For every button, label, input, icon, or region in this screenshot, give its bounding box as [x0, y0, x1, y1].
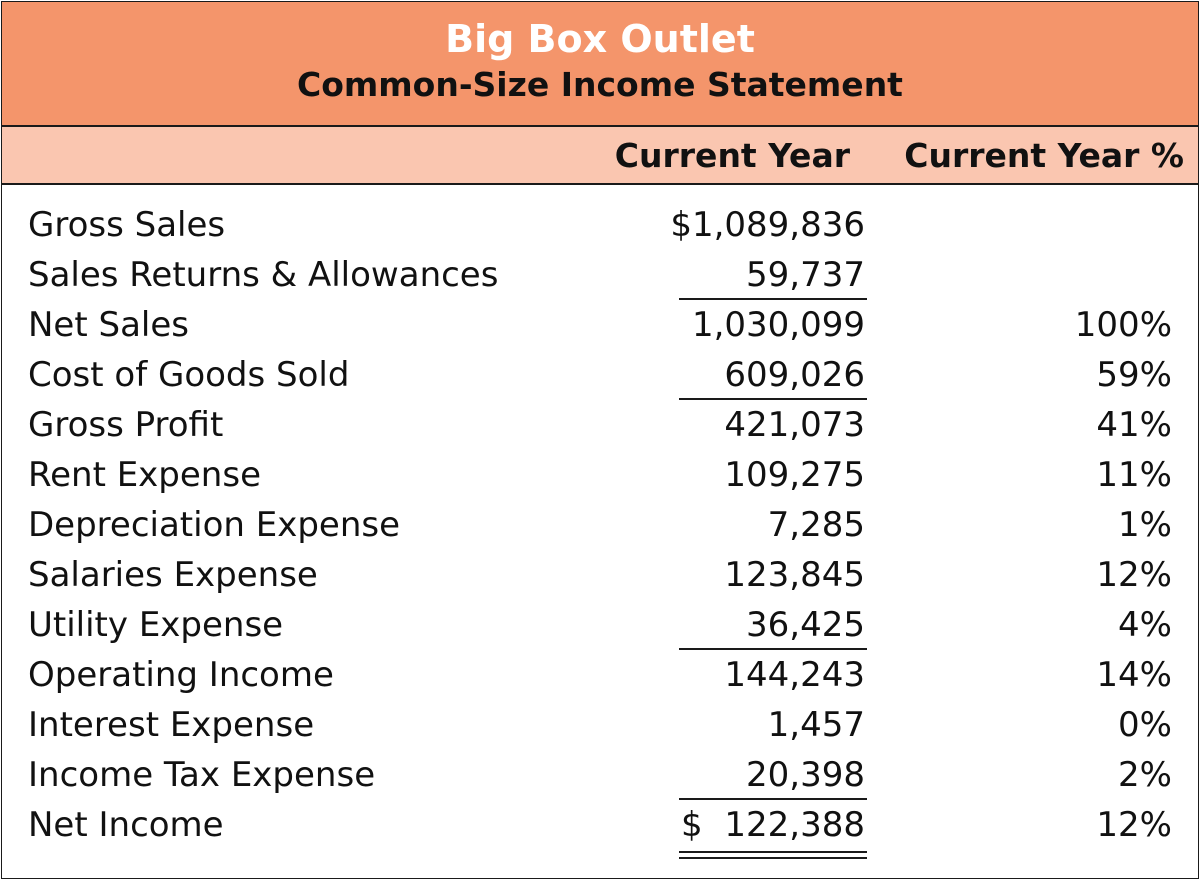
row-percent: 12% — [1096, 555, 1172, 595]
table-row-gross-sales: Gross Sales $1,089,836 — [2, 200, 1198, 250]
row-percent: 2% — [1118, 755, 1172, 795]
row-percent: 1% — [1118, 505, 1172, 545]
amount-cell: 59,737 — [679, 250, 867, 300]
row-amount: 109,275 — [724, 455, 865, 495]
table-row-operating-income: Operating Income 144,243 14% — [2, 650, 1198, 700]
row-amount: 1,030,099 — [691, 305, 865, 345]
amount-cell: 1,030,099 — [679, 300, 867, 350]
row-percent: 0% — [1118, 705, 1172, 745]
row-amount: 59,737 — [746, 255, 865, 295]
row-label: Net Sales — [28, 305, 189, 345]
table-row-depreciation-expense: Depreciation Expense 7,285 1% — [2, 500, 1198, 550]
amount-cell: 20,398 — [679, 750, 867, 800]
table-row-gross-profit: Gross Profit 421,073 41% — [2, 400, 1198, 450]
column-header-row: Current Year Current Year % — [2, 127, 1198, 185]
table-row-sales-returns: Sales Returns & Allowances 59,737 — [2, 250, 1198, 300]
amount-cell: $1,089,836 — [670, 200, 867, 250]
current-year-header: Current Year — [614, 136, 850, 175]
row-amount: 20,398 — [746, 755, 865, 795]
row-percent: 11% — [1096, 455, 1172, 495]
row-amount: $1,089,836 — [670, 205, 865, 245]
table-row-income-tax-expense: Income Tax Expense 20,398 2% — [2, 750, 1198, 800]
table-row-rent-expense: Rent Expense 109,275 11% — [2, 450, 1198, 500]
table-row-net-sales: Net Sales 1,030,099 100% — [2, 300, 1198, 350]
row-amount: 1,457 — [767, 705, 865, 745]
double-underline — [679, 851, 867, 859]
row-label: Utility Expense — [28, 605, 284, 645]
amount-cell: 36,425 — [679, 600, 867, 650]
statement-title: Common-Size Income Statement — [297, 65, 903, 104]
amount-cell: 1,457 — [679, 700, 867, 750]
amount-cell: 7,285 — [679, 500, 867, 550]
row-percent: 100% — [1074, 305, 1172, 345]
table-row-net-income: Net Income $ 122,388 12% — [2, 800, 1198, 850]
row-percent: 14% — [1096, 655, 1172, 695]
row-percent: 59% — [1096, 355, 1172, 395]
row-label: Gross Sales — [28, 205, 226, 245]
table-row-utility-expense: Utility Expense 36,425 4% — [2, 600, 1198, 650]
row-label: Interest Expense — [28, 705, 315, 745]
table-row-interest-expense: Interest Expense 1,457 0% — [2, 700, 1198, 750]
current-year-percent-header: Current Year % — [904, 136, 1184, 175]
row-amount: 123,845 — [724, 555, 865, 595]
table-row-cost-of-goods-sold: Cost of Goods Sold 609,026 59% — [2, 350, 1198, 400]
row-label: Gross Profit — [28, 405, 224, 445]
row-label: Cost of Goods Sold — [28, 355, 350, 395]
row-label: Salaries Expense — [28, 555, 318, 595]
table-row-salaries-expense: Salaries Expense 123,845 12% — [2, 550, 1198, 600]
row-label: Depreciation Expense — [28, 505, 401, 545]
row-label: Net Income — [28, 805, 224, 845]
amount-cell: 144,243 — [679, 650, 867, 700]
row-amount: 122,388 — [724, 805, 865, 845]
amount-cell: 609,026 — [679, 350, 867, 400]
row-percent: 4% — [1118, 605, 1172, 645]
currency-symbol: $ — [681, 805, 703, 845]
row-label: Operating Income — [28, 655, 334, 695]
row-amount: 609,026 — [724, 355, 865, 395]
row-label: Rent Expense — [28, 455, 261, 495]
row-amount: 421,073 — [724, 405, 865, 445]
amount-cell: 421,073 — [679, 400, 867, 450]
row-label: Sales Returns & Allowances — [28, 255, 499, 295]
row-amount: 36,425 — [746, 605, 865, 645]
row-amount: 144,243 — [724, 655, 865, 695]
row-percent: 12% — [1096, 805, 1172, 845]
amount-cell: 123,845 — [679, 550, 867, 600]
company-name: Big Box Outlet — [445, 17, 755, 61]
amount-cell: $ 122,388 — [679, 800, 867, 850]
row-amount: 7,285 — [767, 505, 865, 545]
amount-cell: 109,275 — [679, 450, 867, 500]
row-percent: 41% — [1096, 405, 1172, 445]
title-band: Big Box Outlet Common-Size Income Statem… — [2, 2, 1198, 127]
row-label: Income Tax Expense — [28, 755, 376, 795]
